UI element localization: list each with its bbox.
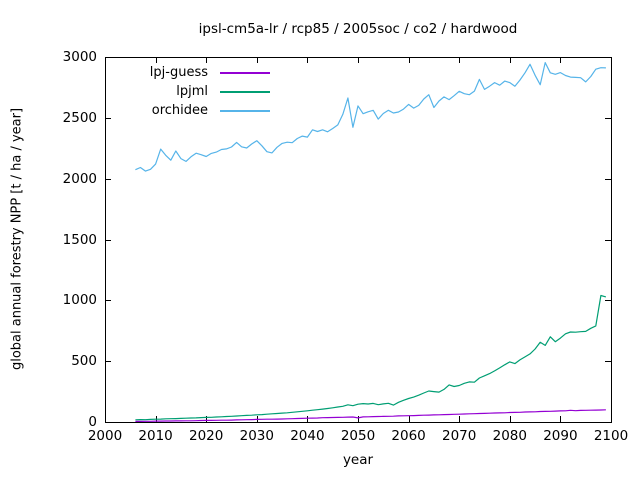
series-line-lpj-guess	[135, 409, 606, 422]
legend-label: lpjml	[176, 84, 208, 99]
legend-item-lpjml: lpjml	[133, 82, 270, 101]
y-tick-label: 500	[71, 353, 97, 370]
x-tick-label: 2000	[87, 428, 123, 444]
legend-label: lpj-guess	[149, 65, 208, 80]
y-tick-label: 0	[88, 414, 97, 430]
x-tick-label: 2100	[593, 428, 629, 444]
x-tick-label: 2080	[492, 428, 527, 444]
legend-item-orchidee: orchidee	[133, 101, 270, 120]
legend: lpj-guess lpjml orchidee	[133, 63, 270, 120]
legend-line-sample	[220, 109, 270, 112]
x-tick-label: 2060	[391, 428, 426, 444]
y-tick-label: 3000	[62, 49, 97, 65]
y-axis-title: global annual forestry NPP [t / ha / yea…	[9, 107, 25, 371]
x-tick-label: 2050	[340, 428, 376, 444]
chart-title: ipsl-cm5a-lr / rcp85 / 2005soc / co2 / h…	[198, 21, 518, 37]
legend-line-sample	[220, 71, 270, 74]
legend-label: orchidee	[151, 103, 208, 118]
series-line-lpjml	[135, 294, 607, 421]
series-line-orchidee	[135, 61, 606, 172]
legend-item-lpj-guess: lpj-guess	[133, 63, 270, 82]
x-tick-label: 2010	[138, 428, 173, 444]
x-axis-title: year	[342, 452, 374, 468]
x-tick-label: 2020	[189, 428, 224, 444]
y-tick-label: 1500	[62, 231, 97, 248]
y-tick-label: 2500	[62, 109, 97, 126]
legend-line-sample	[220, 90, 270, 93]
x-tick-label: 2070	[442, 428, 477, 444]
y-tick-label: 1000	[62, 292, 97, 309]
x-tick-label: 2040	[290, 428, 325, 444]
x-tick-label: 2090	[543, 428, 578, 444]
x-tick-label: 2030	[239, 428, 274, 444]
y-tick-label: 2000	[62, 170, 97, 187]
